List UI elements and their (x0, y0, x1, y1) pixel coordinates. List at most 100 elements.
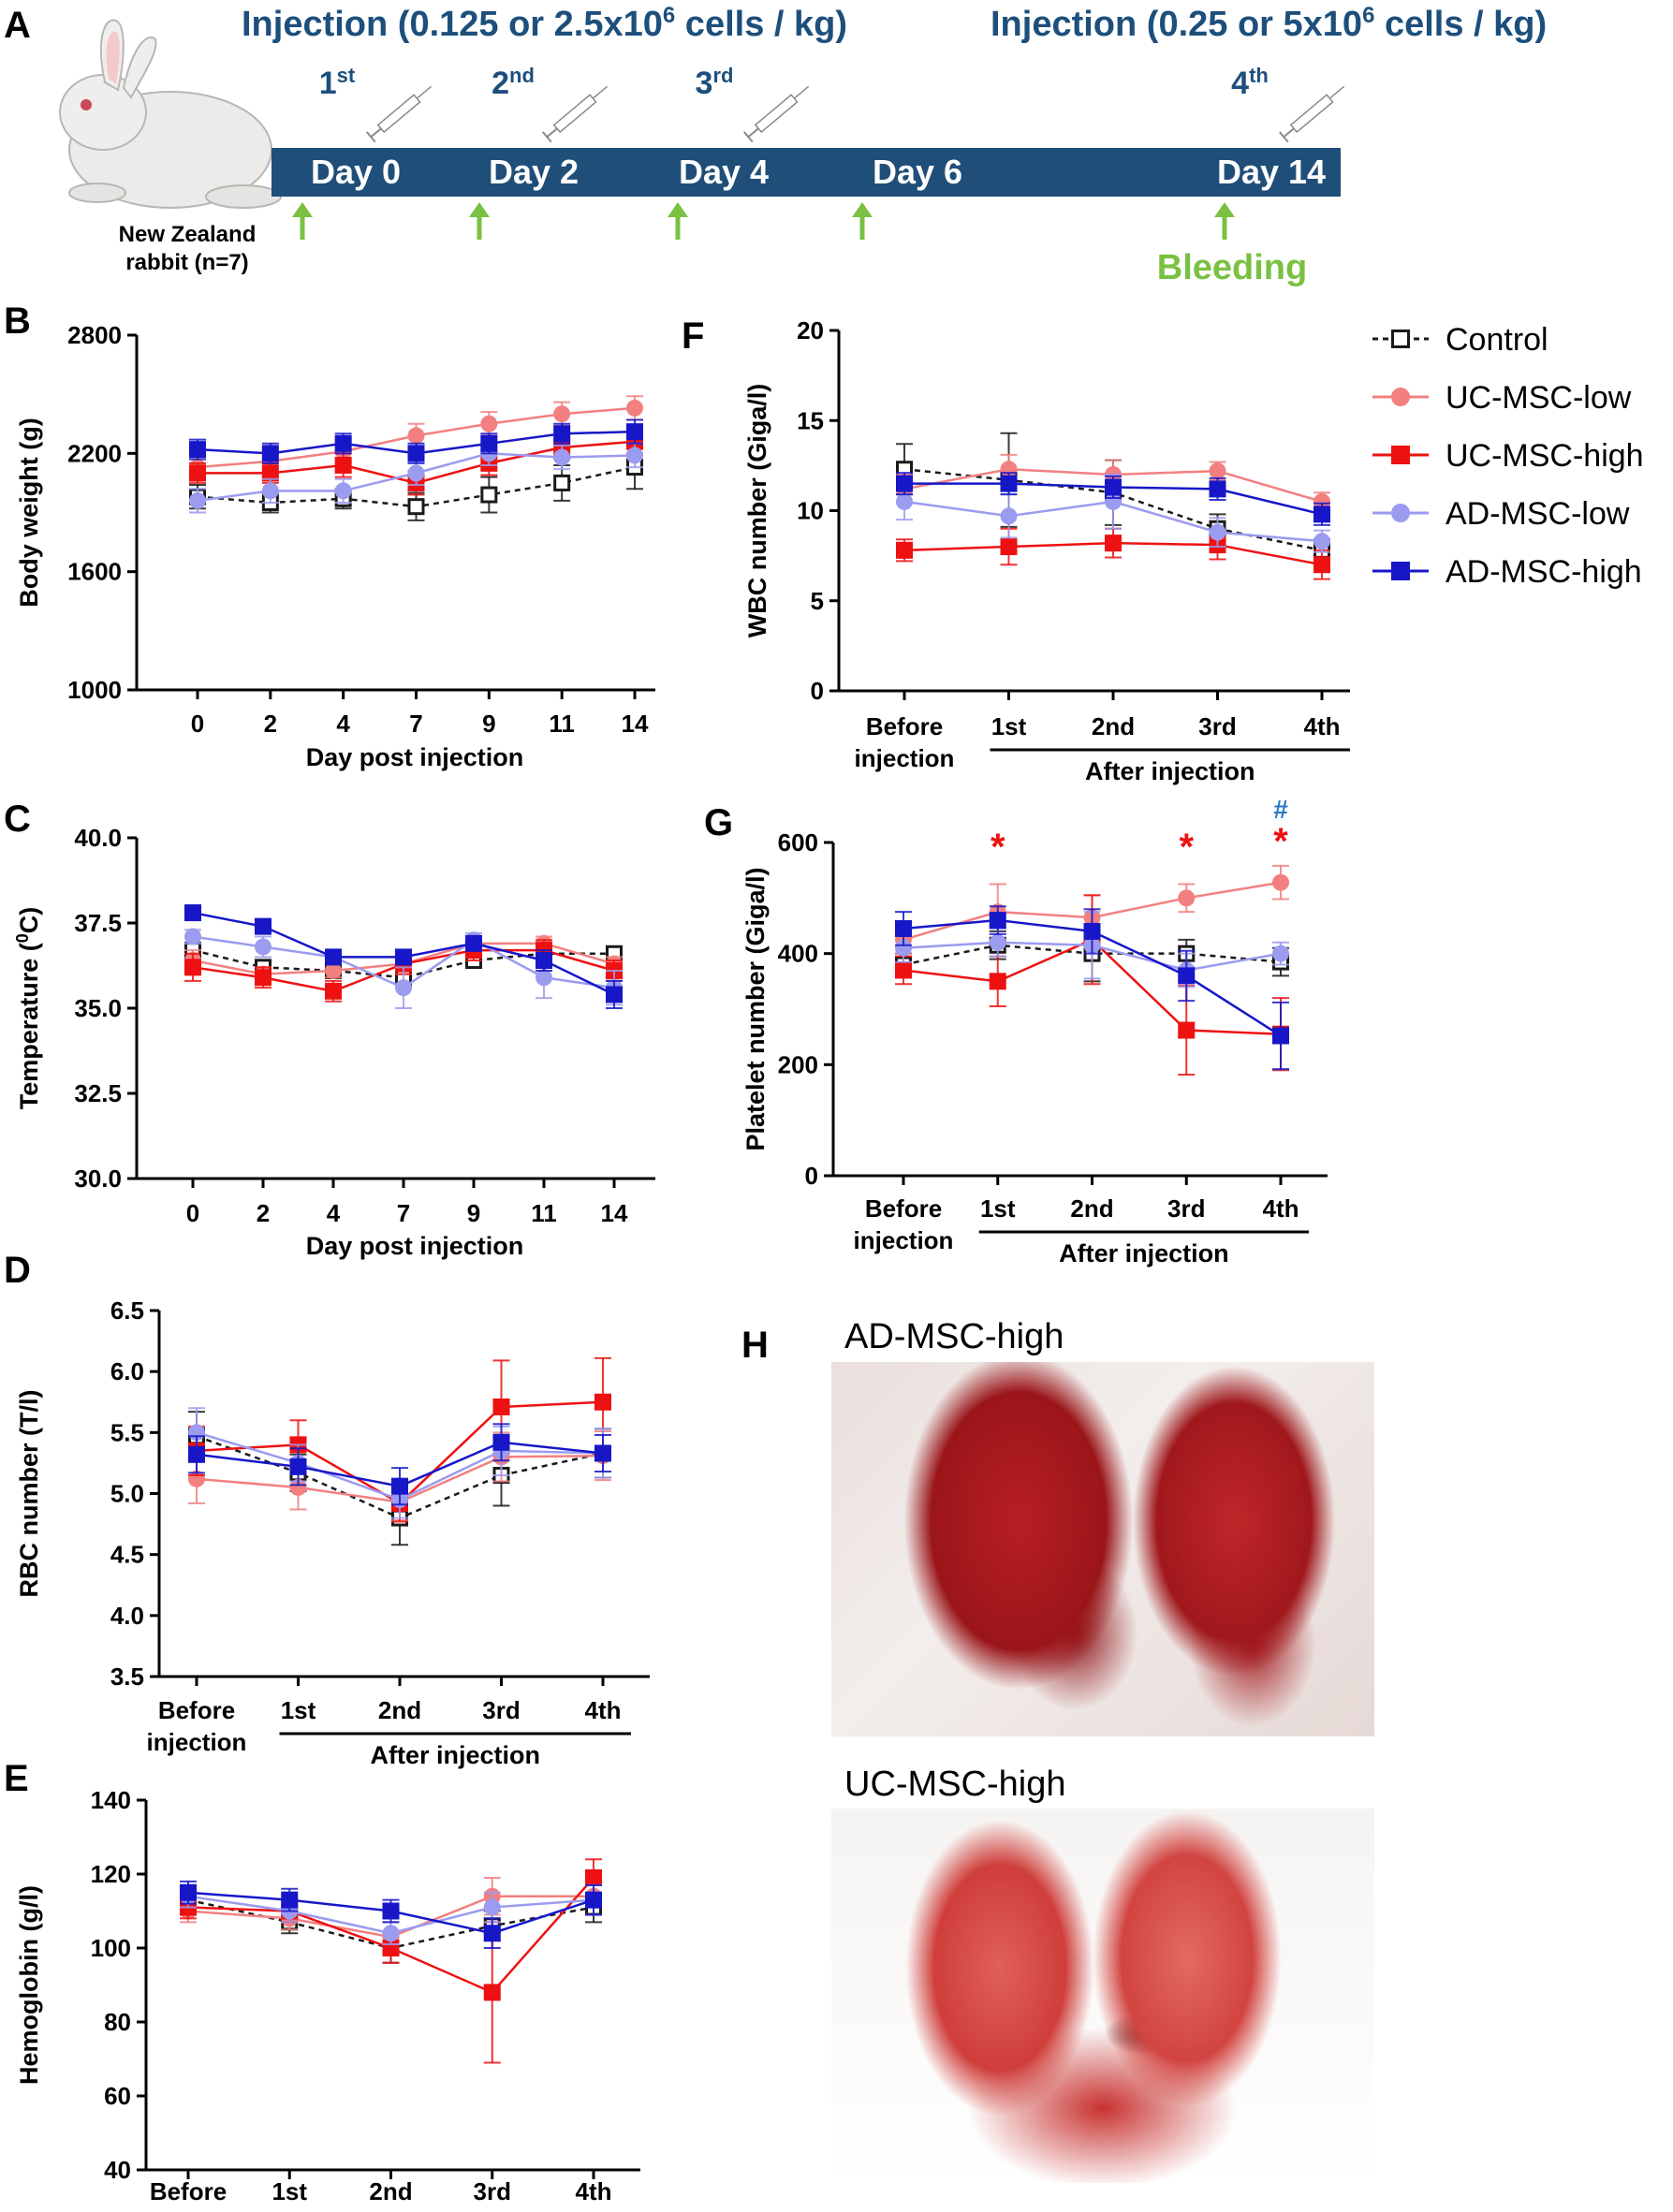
data-point (896, 492, 913, 510)
photo-label-ad-msc-high: AD-MSC-high (844, 1317, 1064, 1356)
data-point (395, 948, 412, 966)
legend-marker-ad-msc-low (1391, 504, 1410, 522)
chart-g: 0 200 400 600 Before injection 1st 2nd 3rd 4th Aft… (741, 795, 1328, 1267)
y-tick-label: 120 (91, 1860, 131, 1888)
significance-star: * (1179, 827, 1194, 868)
data-point (382, 1925, 400, 1942)
injection-header-left: Injection (0.125 or 2.5x106 cells / kg) (242, 3, 847, 44)
arrow-head (469, 202, 490, 217)
y-tick-label: 2200 (67, 439, 122, 467)
y-tick-label: 100 (91, 1934, 131, 1962)
data-point (896, 541, 913, 559)
syringe-icon (366, 85, 433, 143)
y-tick-label: 3.5 (110, 1663, 144, 1691)
data-point (382, 1902, 400, 1920)
x-tick-label: 2nd (1070, 1194, 1113, 1223)
data-point (184, 959, 201, 976)
series-ad-msc-high (895, 905, 1289, 1071)
data-point (895, 919, 912, 937)
y-tick-label: 6.5 (110, 1296, 144, 1325)
data-point (626, 399, 643, 417)
panel-label-a: A (4, 5, 31, 46)
data-point (606, 986, 623, 1003)
x-tick-label: 9 (482, 710, 495, 738)
data-point (1178, 967, 1196, 985)
syringe-plunger (370, 127, 382, 139)
data-point (334, 482, 352, 500)
y-tick-label: 5.0 (110, 1480, 144, 1508)
data-point (1083, 922, 1101, 940)
bleeding-label: Bleeding (1157, 248, 1307, 287)
x-tick-label: 7 (409, 710, 422, 738)
x-tick-label: 1st (991, 712, 1027, 740)
legend-marker-control (1391, 330, 1410, 348)
data-point (1000, 475, 1018, 492)
syringe-plunger-head (743, 131, 754, 143)
bleeding-arrow-icon (852, 202, 873, 240)
lung-photo-uc-msc-high (831, 1809, 1374, 2183)
data-point (261, 464, 279, 482)
legend-marker-uc-msc-low (1391, 388, 1410, 406)
data-point (184, 928, 201, 945)
data-point (255, 969, 271, 987)
data-point (289, 1478, 307, 1496)
data-point (594, 1444, 611, 1462)
y-tick-label: 140 (91, 1786, 131, 1814)
x-tick-label: 4 (327, 1199, 341, 1227)
injection-order-2: 2nd (492, 64, 535, 101)
series-uc-msc-high (896, 527, 1330, 580)
syringe-needle (793, 85, 810, 99)
syringe-plunger (546, 127, 558, 139)
x-tick-label: 11 (549, 710, 575, 738)
y-tick-label: 37.5 (74, 909, 122, 937)
data-point (255, 938, 271, 956)
x-axis-label: Day post injection (306, 1232, 524, 1260)
injection-order-3: 3rd (696, 64, 734, 101)
data-point (1178, 1021, 1196, 1039)
series-ad-msc-high (184, 904, 623, 1009)
y-tick-label: 5 (811, 587, 824, 615)
y-tick-label: 400 (778, 940, 818, 968)
x-tick-label: 2nd (1092, 712, 1135, 740)
data-point (1313, 505, 1330, 523)
y-tick-label: 80 (104, 2008, 131, 2036)
syringe-icon (1279, 85, 1345, 143)
timeline-day-day-6: Day 6 (873, 153, 962, 191)
data-point (483, 1984, 501, 2001)
timeline-day-day-4: Day 4 (679, 153, 769, 191)
legend-label-uc-msc-low: UC-MSC-low (1446, 380, 1632, 416)
injection-header-right: Injection (0.25 or 5x106 cells / kg) (991, 3, 1547, 44)
bleeding-arrow-icon (469, 202, 490, 240)
injection-order-4: 4th (1231, 64, 1269, 101)
y-tick-label: 15 (797, 406, 824, 434)
data-point (483, 1925, 501, 1942)
x-tick-label: 1st (980, 1194, 1016, 1223)
after-injection-label: After injection (370, 1741, 540, 1769)
y-tick-label: 40 (104, 2156, 131, 2184)
y-tick-label: 0 (811, 677, 824, 705)
data-point (334, 434, 352, 452)
data-point (188, 1445, 205, 1463)
data-point (536, 969, 552, 987)
data-point (895, 939, 912, 957)
syringe-plunger-head (542, 131, 552, 143)
panel-label-c: C (4, 798, 31, 840)
panel-label-g: G (704, 802, 733, 843)
significance-star: * (1273, 821, 1288, 862)
syringe-plunger-head (366, 131, 376, 143)
x-tick-label: 4th (1263, 1194, 1299, 1223)
x-tick-label: 0 (191, 710, 204, 738)
y-tick-label: 40.0 (74, 824, 122, 852)
arrow-head (292, 202, 313, 217)
chart-f: 0 5 10 15 20 Before injection 1st 2nd 3rd 4th After… (743, 316, 1350, 785)
data-point (391, 1477, 408, 1495)
x-tick-label: 2nd (369, 2177, 412, 2205)
series-ad-msc-high (188, 1423, 611, 1506)
data-point (1105, 535, 1122, 552)
data-point (407, 445, 425, 462)
y-tick-label: 60 (104, 2082, 131, 2110)
x-tick-label: 1st (281, 1696, 316, 1724)
data-point (895, 961, 912, 979)
